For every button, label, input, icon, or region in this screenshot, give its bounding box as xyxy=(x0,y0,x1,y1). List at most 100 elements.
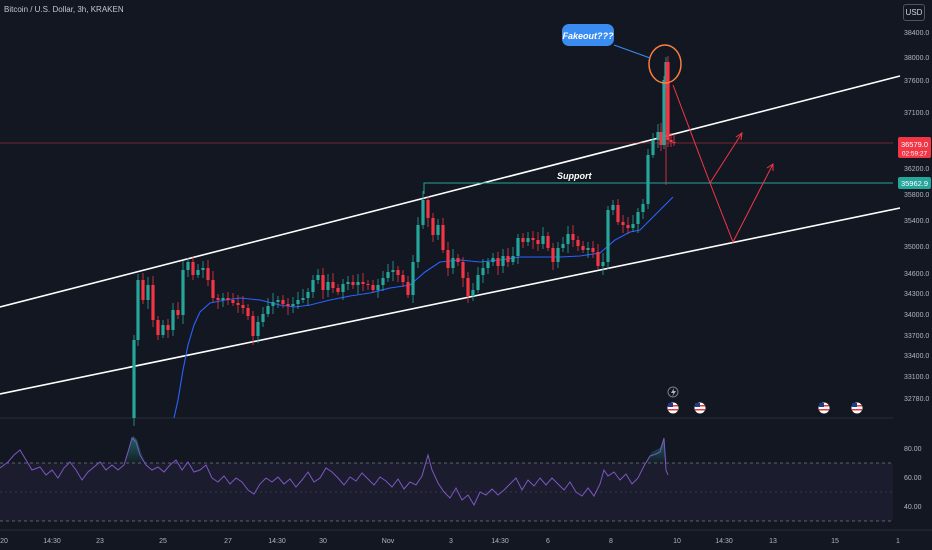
candle-body xyxy=(256,322,260,336)
price-tick-label: 33400.0 xyxy=(904,353,929,360)
candle-body xyxy=(481,268,485,275)
time-tick-label: 23 xyxy=(96,538,104,545)
candle-body xyxy=(566,234,570,244)
candle-body xyxy=(501,256,505,266)
candle-body xyxy=(132,340,136,418)
symbol-title: Bitcoin / U.S. Dollar, 3h, KRAKEN xyxy=(4,5,124,14)
candle-body xyxy=(136,280,140,340)
candle-body xyxy=(376,285,380,290)
candle-body xyxy=(651,140,655,155)
price-tick-label: 35000.0 xyxy=(904,244,929,251)
candle-body xyxy=(556,248,560,262)
candle-body xyxy=(191,262,195,275)
candle-body xyxy=(396,270,400,275)
candle-body xyxy=(401,275,405,282)
rsi-axis[interactable]: 80.00 60.00 40.00 xyxy=(904,446,922,511)
callout-pointer xyxy=(613,44,651,59)
time-tick-label: 30 xyxy=(319,538,327,545)
support-price-tag: 35962.9 xyxy=(898,177,931,189)
candle-body xyxy=(531,238,535,240)
time-tick-label: 14:30 xyxy=(268,538,286,545)
time-tick-label: 14:30 xyxy=(491,538,509,545)
candle-body xyxy=(421,200,425,225)
candle-body xyxy=(636,212,640,224)
candle-body xyxy=(231,300,235,303)
us-flag-icon[interactable] xyxy=(818,402,830,414)
candle-body xyxy=(606,210,610,262)
candle-body xyxy=(441,225,445,250)
channel-upper-line[interactable] xyxy=(0,75,901,308)
candle-body xyxy=(306,292,310,298)
candle-body xyxy=(621,222,625,225)
candle-body xyxy=(141,280,145,300)
candle-body xyxy=(371,285,375,290)
time-axis[interactable]: 20 14:30 23 25 27 14:30 30 Nov 3 14:30 6 8 10 14:30 13… xyxy=(0,538,900,545)
candle-body xyxy=(672,142,676,143)
time-tick-label: 13 xyxy=(769,538,777,545)
candle-body xyxy=(411,262,415,295)
channel-lower-line[interactable] xyxy=(0,207,901,395)
currency-button[interactable]: USD xyxy=(903,4,925,21)
candle-body xyxy=(211,280,215,298)
candle-body xyxy=(526,238,530,242)
price-tick-label: 33100.0 xyxy=(904,374,929,381)
price-tick-label: 36200.0 xyxy=(904,166,929,173)
price-tick-label: 34300.0 xyxy=(904,291,929,298)
candle-body xyxy=(516,238,520,256)
price-axis[interactable]: 38400.0 38000.0 37600.0 37100.0 36200.0 35800… xyxy=(904,30,929,403)
candle-body xyxy=(451,258,455,268)
callout-bubble[interactable] xyxy=(562,24,614,46)
time-tick-label: 1 xyxy=(896,538,900,545)
candle-body xyxy=(546,236,550,248)
candle-body xyxy=(571,234,575,240)
candle-body xyxy=(491,258,495,262)
price-tick-label: 37100.0 xyxy=(904,110,929,117)
price-tick-label: 34000.0 xyxy=(904,312,929,319)
candle-body xyxy=(246,308,250,316)
lightning-icon[interactable] xyxy=(667,386,679,398)
projection-path-b xyxy=(709,163,774,244)
candle-body xyxy=(181,270,185,315)
price-tick-label: 37600.0 xyxy=(904,78,929,85)
candle-body xyxy=(436,225,440,235)
us-flag-icon[interactable] xyxy=(667,402,679,414)
time-tick-label: 3 xyxy=(449,538,453,545)
candle-body xyxy=(351,282,355,285)
candle-body xyxy=(586,248,590,250)
callout-text: Fakeout??? xyxy=(563,31,615,41)
candle-body xyxy=(356,282,360,285)
candle-body xyxy=(646,155,650,204)
candle-body xyxy=(406,282,410,295)
candle-body xyxy=(521,238,525,242)
candle-body xyxy=(601,262,605,266)
candle-body xyxy=(666,62,670,140)
current-price-value: 36579.0 xyxy=(901,140,928,149)
candle-body xyxy=(416,225,420,262)
time-tick-label: Nov xyxy=(382,538,395,545)
candle-body xyxy=(391,270,395,272)
time-tick-label: 8 xyxy=(609,538,613,545)
support-line[interactable] xyxy=(423,182,893,194)
rsi-overbought-fill xyxy=(645,438,667,463)
candle-body xyxy=(541,236,545,244)
candle-body xyxy=(336,288,340,292)
time-tick-label: 6 xyxy=(546,538,550,545)
candle-body xyxy=(296,300,300,304)
candle-body xyxy=(656,132,660,140)
candle-body xyxy=(236,303,240,305)
candle-body xyxy=(331,282,335,288)
candle-body xyxy=(381,278,385,285)
candle-body xyxy=(616,205,620,222)
candle-body xyxy=(281,300,285,304)
candle-body xyxy=(669,140,673,142)
candle-body xyxy=(271,302,275,306)
candle-body xyxy=(496,258,500,266)
candle-body xyxy=(156,320,160,335)
us-flag-icon[interactable] xyxy=(851,402,863,414)
rsi-tick-label: 60.00 xyxy=(904,475,922,482)
us-flag-icon[interactable] xyxy=(694,402,706,414)
current-price-tag: 36579.0 02:59:27 xyxy=(898,137,931,158)
candle-body xyxy=(266,306,270,314)
candle-body xyxy=(226,298,230,300)
